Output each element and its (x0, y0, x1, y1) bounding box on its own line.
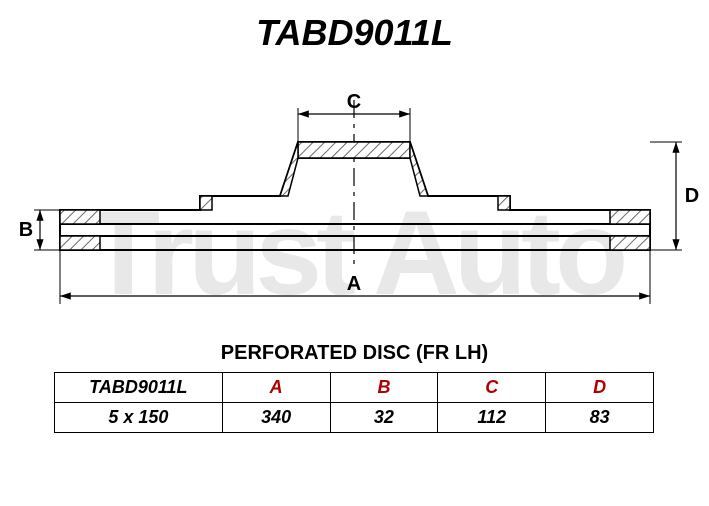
header-D: D (546, 373, 654, 403)
table-row: 5 x 150 340 32 112 83 (55, 403, 654, 433)
cell-B: 32 (330, 403, 438, 433)
cell-A: 340 (222, 403, 330, 433)
dimension-table: TABD9011L A B C D 5 x 150 340 32 112 83 (54, 372, 654, 433)
svg-text:D: D (685, 185, 699, 207)
cell-bolt-pattern: 5 x 150 (55, 403, 223, 433)
cell-C: 112 (438, 403, 546, 433)
header-C: C (438, 373, 546, 403)
svg-text:A: A (347, 273, 361, 295)
header-B: B (330, 373, 438, 403)
header-part: TABD9011L (55, 373, 223, 403)
cell-D: 83 (546, 403, 654, 433)
svg-text:B: B (19, 219, 33, 241)
table-row: TABD9011L A B C D (55, 373, 654, 403)
header-A: A (222, 373, 330, 403)
part-title: TABD9011L (0, 12, 709, 54)
cross-section-diagram: A C B D (0, 70, 709, 330)
svg-text:C: C (347, 91, 361, 113)
section-title: PERFORATED DISC (FR LH) (0, 342, 709, 365)
